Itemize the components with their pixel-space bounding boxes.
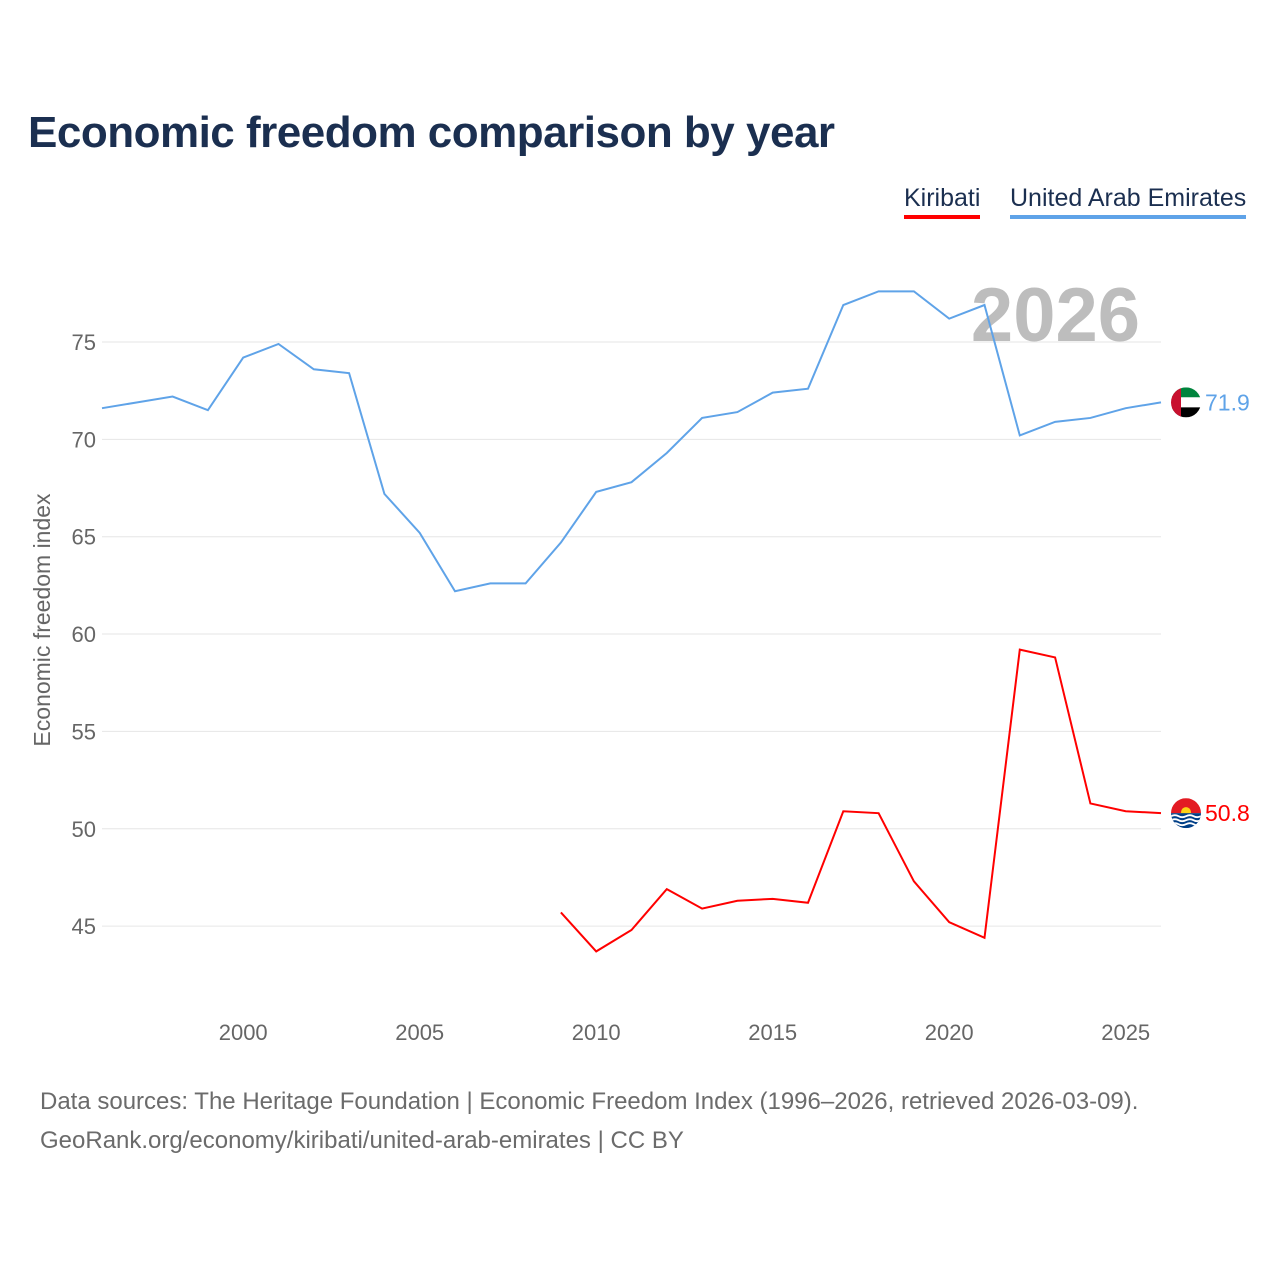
- data-point[interactable]: [558, 909, 564, 915]
- y-tick-label: 75: [72, 330, 96, 355]
- x-tick-label: 2020: [925, 1020, 974, 1045]
- y-tick-label: 55: [72, 719, 96, 744]
- end-value-label: 50.8: [1205, 800, 1250, 826]
- y-tick-label: 50: [72, 817, 96, 842]
- data-point[interactable]: [699, 906, 705, 912]
- data-point[interactable]: [840, 302, 846, 308]
- data-point[interactable]: [417, 530, 423, 536]
- x-tick-label: 2005: [395, 1020, 444, 1045]
- x-tick-label: 2000: [219, 1020, 268, 1045]
- y-tick-label: 70: [72, 427, 96, 452]
- data-point[interactable]: [240, 355, 246, 361]
- data-point[interactable]: [593, 948, 599, 954]
- data-point[interactable]: [558, 540, 564, 546]
- data-point[interactable]: [982, 935, 988, 941]
- data-point[interactable]: [1017, 647, 1023, 653]
- series-line-united-arab-emirates: [101, 290, 1162, 593]
- data-point[interactable]: [805, 386, 811, 392]
- data-point[interactable]: [1087, 800, 1093, 806]
- footer-url[interactable]: GeoRank.org/economy/kiribati/united-arab…: [40, 1127, 684, 1154]
- data-point[interactable]: [699, 415, 705, 421]
- data-point[interactable]: [1123, 808, 1129, 814]
- x-tick-label: 2010: [572, 1020, 621, 1045]
- data-point[interactable]: [593, 489, 599, 495]
- data-point[interactable]: [170, 394, 176, 400]
- end-value-label: 71.9: [1205, 389, 1250, 415]
- data-point[interactable]: [946, 919, 952, 925]
- data-point[interactable]: [1087, 415, 1093, 421]
- kiribati-flag-icon: [1171, 798, 1201, 829]
- data-point[interactable]: [805, 900, 811, 906]
- data-point[interactable]: [346, 370, 352, 376]
- data-point[interactable]: [1017, 432, 1023, 438]
- legend-kiribati[interactable]: Kiribati: [904, 184, 981, 219]
- data-point[interactable]: [1158, 810, 1164, 816]
- data-point[interactable]: [381, 491, 387, 497]
- y-tick-label: 65: [72, 525, 96, 550]
- data-point[interactable]: [770, 390, 776, 396]
- data-point[interactable]: [452, 588, 458, 594]
- data-point[interactable]: [734, 898, 740, 904]
- data-point[interactable]: [629, 927, 635, 933]
- data-point[interactable]: [1123, 405, 1129, 411]
- x-tick-label: 2025: [1101, 1020, 1150, 1045]
- data-point[interactable]: [134, 399, 140, 405]
- legend-uae[interactable]: United Arab Emirates: [1010, 184, 1247, 219]
- data-point[interactable]: [1158, 399, 1164, 405]
- data-point[interactable]: [1052, 654, 1058, 660]
- data-point[interactable]: [876, 288, 882, 294]
- data-point[interactable]: [99, 405, 105, 411]
- x-tick-label: 2015: [748, 1020, 797, 1045]
- data-point[interactable]: [770, 896, 776, 902]
- footer-sources: Data sources: The Heritage Foundation | …: [40, 1088, 1139, 1115]
- y-tick-label: 60: [72, 622, 96, 647]
- data-point[interactable]: [629, 479, 635, 485]
- uae-flag-icon: [1171, 387, 1201, 418]
- data-point[interactable]: [664, 450, 670, 456]
- data-point[interactable]: [487, 580, 493, 586]
- data-point[interactable]: [982, 302, 988, 308]
- data-point[interactable]: [911, 288, 917, 294]
- series-line-kiribati: [560, 648, 1162, 953]
- data-point[interactable]: [876, 810, 882, 816]
- data-point[interactable]: [311, 366, 317, 372]
- year-watermark: 2026: [971, 273, 1140, 358]
- data-point[interactable]: [664, 886, 670, 892]
- chart-title: Economic freedom comparison by year: [28, 108, 835, 157]
- data-point[interactable]: [734, 409, 740, 415]
- data-point[interactable]: [276, 341, 282, 347]
- data-point[interactable]: [205, 407, 211, 413]
- data-point[interactable]: [1052, 419, 1058, 425]
- data-point[interactable]: [911, 878, 917, 884]
- y-tick-label: 45: [72, 914, 96, 939]
- data-point[interactable]: [840, 808, 846, 814]
- y-axis-label: Economic freedom index: [29, 493, 55, 747]
- data-point[interactable]: [946, 316, 952, 322]
- data-point[interactable]: [523, 580, 529, 586]
